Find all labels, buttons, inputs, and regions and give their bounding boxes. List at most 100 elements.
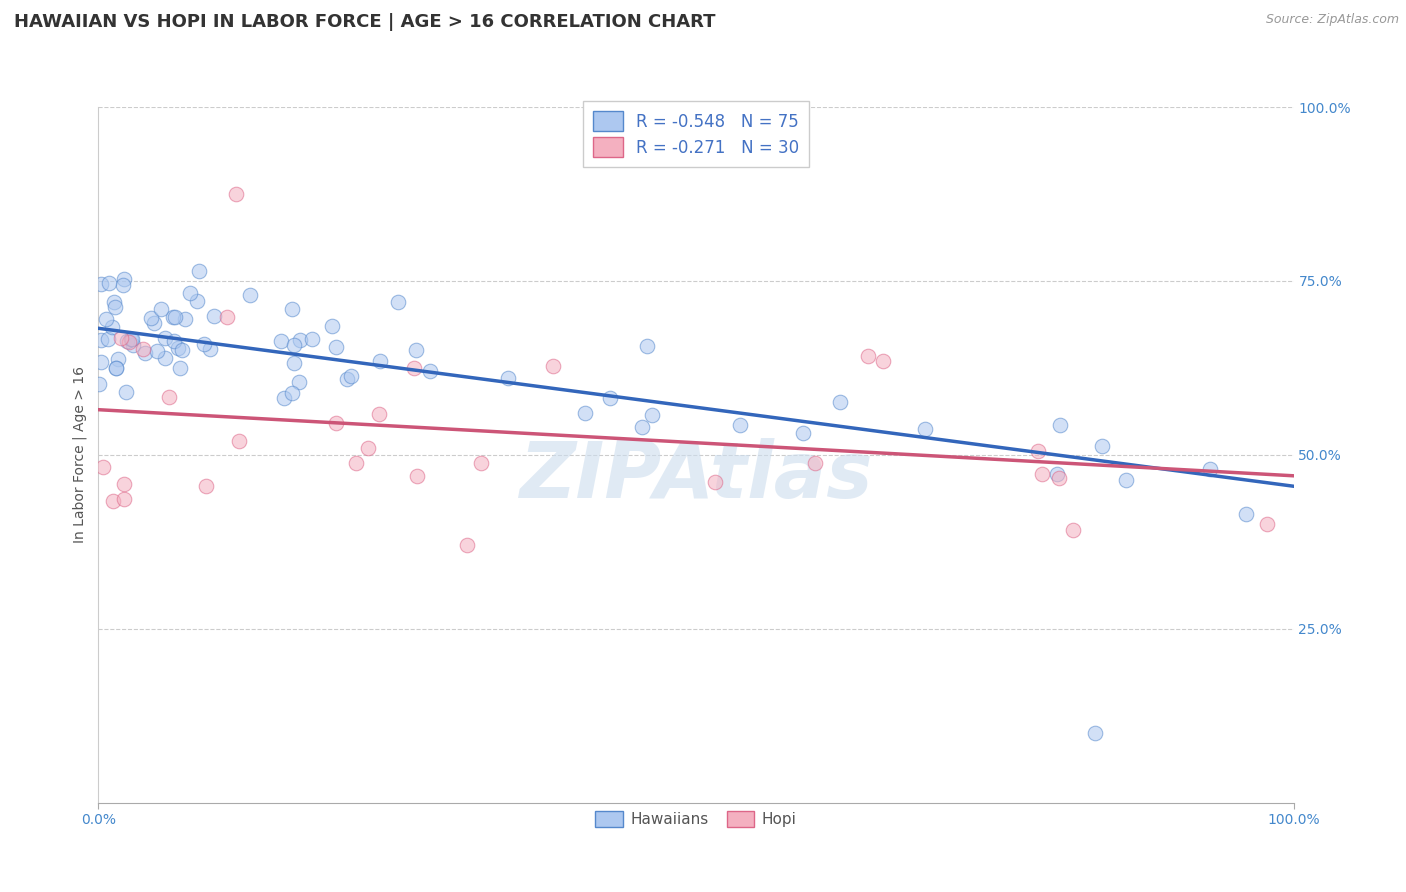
- Text: Source: ZipAtlas.com: Source: ZipAtlas.com: [1265, 13, 1399, 27]
- Point: [202, 309, 225, 323]
- Point: [89, 377, 111, 392]
- Point: [1046, 467, 1069, 482]
- Point: [1049, 418, 1071, 433]
- Point: [828, 394, 851, 409]
- Point: [301, 332, 323, 346]
- Y-axis label: In Labor Force | Age > 16: In Labor Force | Age > 16: [73, 367, 87, 543]
- Point: [105, 360, 128, 375]
- Point: [121, 332, 143, 346]
- Text: ZIPAtlas: ZIPAtlas: [519, 438, 873, 514]
- Point: [225, 187, 247, 202]
- Point: [804, 456, 827, 470]
- Point: [111, 277, 134, 292]
- Point: [405, 469, 427, 483]
- Point: [103, 294, 125, 309]
- Point: [541, 359, 564, 373]
- Point: [107, 351, 129, 366]
- Point: [169, 361, 191, 376]
- Point: [172, 343, 194, 357]
- Point: [419, 364, 441, 378]
- Point: [162, 310, 184, 325]
- Point: [283, 338, 305, 352]
- Point: [142, 316, 165, 330]
- Point: [115, 334, 138, 348]
- Point: [134, 346, 156, 360]
- Point: [179, 285, 201, 300]
- Point: [239, 287, 262, 301]
- Point: [792, 425, 814, 440]
- Point: [193, 337, 215, 351]
- Point: [105, 361, 128, 376]
- Point: [141, 311, 163, 326]
- Point: [1026, 444, 1049, 458]
- Point: [97, 332, 120, 346]
- Point: [120, 332, 142, 346]
- Point: [704, 475, 727, 489]
- Point: [91, 459, 114, 474]
- Point: [574, 406, 596, 420]
- Point: [456, 538, 478, 552]
- Point: [200, 343, 222, 357]
- Point: [167, 341, 190, 355]
- Point: [101, 319, 124, 334]
- Point: [336, 372, 359, 386]
- Legend: Hawaiians, Hopi: Hawaiians, Hopi: [589, 805, 803, 833]
- Point: [370, 353, 392, 368]
- Point: [1062, 523, 1084, 537]
- Point: [270, 334, 292, 348]
- Point: [90, 333, 112, 347]
- Point: [321, 319, 343, 334]
- Point: [153, 351, 176, 366]
- Point: [599, 391, 621, 405]
- Point: [290, 333, 312, 347]
- Point: [103, 494, 125, 508]
- Point: [1091, 439, 1114, 453]
- Point: [1031, 467, 1053, 481]
- Point: [273, 391, 295, 405]
- Point: [1199, 461, 1222, 475]
- Point: [1047, 471, 1070, 485]
- Point: [146, 343, 169, 358]
- Point: [173, 312, 195, 326]
- Point: [325, 340, 347, 354]
- Point: [496, 371, 519, 385]
- Point: [1083, 726, 1105, 740]
- Point: [728, 418, 751, 433]
- Point: [325, 416, 347, 430]
- Point: [217, 310, 239, 324]
- Point: [283, 356, 305, 370]
- Point: [110, 331, 132, 345]
- Point: [368, 407, 391, 421]
- Point: [104, 301, 127, 315]
- Point: [149, 302, 172, 317]
- Point: [405, 343, 427, 358]
- Point: [856, 349, 879, 363]
- Point: [281, 302, 304, 317]
- Point: [339, 369, 361, 384]
- Point: [1115, 474, 1137, 488]
- Point: [470, 456, 492, 470]
- Point: [228, 434, 250, 449]
- Point: [165, 310, 187, 325]
- Point: [90, 277, 112, 291]
- Point: [281, 385, 304, 400]
- Point: [163, 334, 186, 348]
- Point: [187, 264, 209, 278]
- Point: [914, 422, 936, 436]
- Point: [1234, 507, 1257, 521]
- Text: HAWAIIAN VS HOPI IN LABOR FORCE | AGE > 16 CORRELATION CHART: HAWAIIAN VS HOPI IN LABOR FORCE | AGE > …: [14, 13, 716, 31]
- Point: [132, 343, 155, 357]
- Point: [186, 293, 208, 308]
- Point: [640, 408, 662, 422]
- Point: [115, 384, 138, 399]
- Point: [631, 419, 654, 434]
- Point: [118, 334, 141, 349]
- Point: [159, 390, 181, 404]
- Point: [112, 477, 135, 491]
- Point: [90, 354, 112, 368]
- Point: [357, 442, 380, 456]
- Point: [122, 338, 145, 352]
- Point: [155, 330, 177, 344]
- Point: [195, 479, 218, 493]
- Point: [1256, 517, 1278, 532]
